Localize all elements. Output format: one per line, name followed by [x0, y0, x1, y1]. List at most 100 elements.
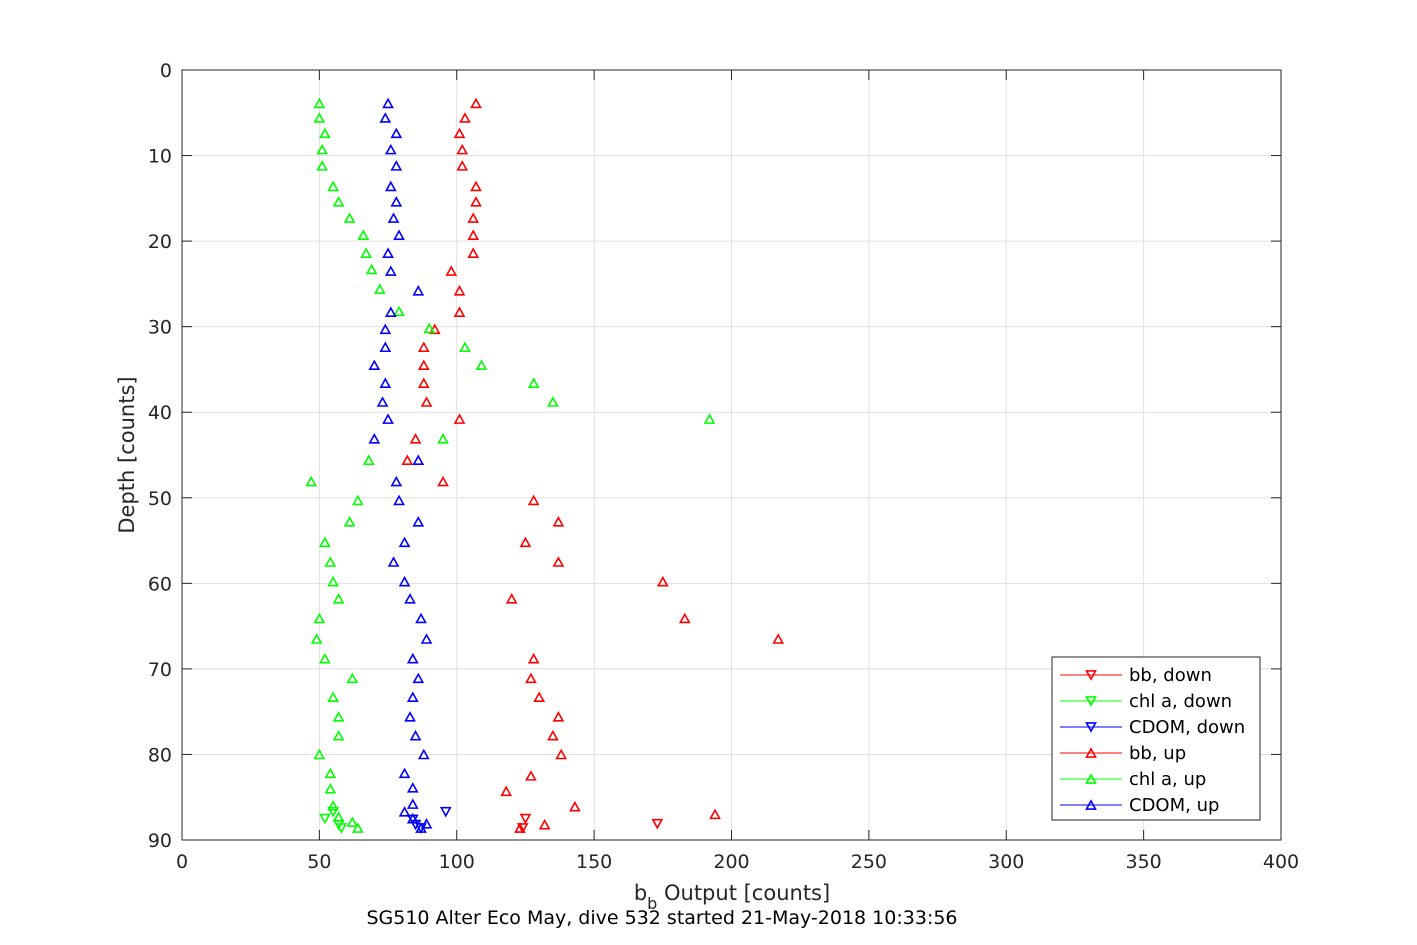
data-point	[456, 143, 469, 155]
data-point	[678, 612, 691, 624]
data-point	[417, 748, 430, 760]
data-point	[406, 652, 419, 664]
y-tick-label: 90	[148, 830, 172, 852]
data-point	[384, 265, 397, 276]
data-point	[327, 806, 339, 818]
x-tick-label: 400	[1263, 851, 1299, 873]
data-point	[393, 229, 405, 240]
data-point	[382, 247, 394, 258]
data-point	[313, 97, 326, 109]
data-point	[319, 536, 331, 548]
data-point	[459, 341, 471, 353]
data-point	[409, 729, 422, 741]
x-tick-label: 350	[1125, 851, 1161, 873]
data-point	[475, 359, 488, 371]
x-axis-label-main: b	[634, 881, 647, 905]
y-axis-label: Depth [counts]	[115, 376, 139, 533]
data-point	[387, 556, 400, 567]
legend-label: chl a, down	[1129, 691, 1232, 712]
data-point	[525, 770, 537, 781]
data-point	[376, 396, 389, 407]
data-point	[313, 112, 326, 123]
data-point	[555, 748, 568, 760]
data-point	[453, 127, 466, 139]
legend-label: bb, down	[1129, 665, 1212, 686]
data-point	[547, 729, 559, 741]
data-point	[324, 767, 337, 779]
data-point	[343, 516, 356, 527]
y-tick-label: 80	[148, 744, 172, 766]
data-point	[527, 377, 540, 388]
data-point	[412, 516, 425, 527]
x-tick-label: 50	[307, 851, 331, 873]
legend-label: CDOM, up	[1129, 795, 1219, 816]
data-point	[527, 652, 540, 664]
data-point	[470, 97, 482, 109]
data-point	[393, 305, 405, 317]
x-tick-label: 100	[439, 851, 475, 873]
data-point	[439, 806, 452, 818]
data-point	[379, 341, 392, 353]
data-point	[324, 556, 337, 567]
data-point	[417, 341, 430, 353]
data-point	[552, 516, 565, 527]
legend-marker	[1085, 747, 1097, 758]
data-point	[412, 672, 425, 684]
data-point	[552, 556, 565, 567]
data-point	[390, 475, 403, 487]
data-point	[527, 494, 540, 506]
data-point	[404, 711, 416, 722]
data-point	[316, 143, 328, 155]
legend-marker	[1085, 799, 1097, 810]
legend-box	[1051, 656, 1261, 821]
data-point	[305, 475, 317, 487]
data-point	[384, 306, 397, 317]
data-point	[327, 575, 339, 587]
data-point	[459, 112, 471, 123]
data-point	[525, 672, 537, 684]
legend-marker	[1085, 696, 1097, 707]
x-axis-label: bb Output [counts]	[634, 881, 830, 913]
data-point	[456, 160, 469, 171]
x-tick-label: 300	[988, 851, 1024, 873]
legend-marker	[1085, 773, 1097, 784]
data-point	[417, 359, 430, 371]
data-point	[415, 612, 427, 624]
data-point	[398, 575, 411, 587]
data-point	[316, 160, 328, 171]
data-point	[703, 413, 716, 424]
data-point	[415, 822, 427, 833]
data-point	[437, 433, 449, 444]
data-point	[362, 454, 375, 465]
data-point	[313, 748, 326, 760]
data-point	[505, 593, 518, 604]
data-point	[332, 729, 345, 741]
legend-label: bb, up	[1129, 743, 1186, 764]
data-point	[398, 536, 411, 548]
data-point	[437, 475, 449, 487]
x-axis-label-subscript: b	[647, 894, 657, 913]
x-tick-label: 200	[713, 851, 749, 873]
data-point	[453, 413, 466, 424]
data-point	[384, 143, 397, 155]
data-point	[709, 808, 721, 820]
data-point	[379, 323, 392, 335]
data-point	[445, 265, 458, 276]
legend-marker	[1085, 722, 1097, 733]
data-point	[516, 823, 529, 834]
data-point	[398, 806, 411, 817]
x-tick-label: 0	[176, 851, 188, 873]
data-point	[533, 691, 546, 702]
data-point	[319, 652, 331, 664]
data-point	[538, 818, 551, 830]
y-tick-label: 40	[148, 402, 172, 424]
data-point	[346, 816, 359, 827]
legend-label: chl a, up	[1129, 769, 1206, 790]
data-point	[514, 822, 526, 833]
x-tick-label: 250	[851, 851, 887, 873]
data-point	[417, 377, 430, 388]
data-point	[332, 196, 345, 207]
data-point	[319, 127, 331, 139]
data-point	[406, 798, 419, 809]
